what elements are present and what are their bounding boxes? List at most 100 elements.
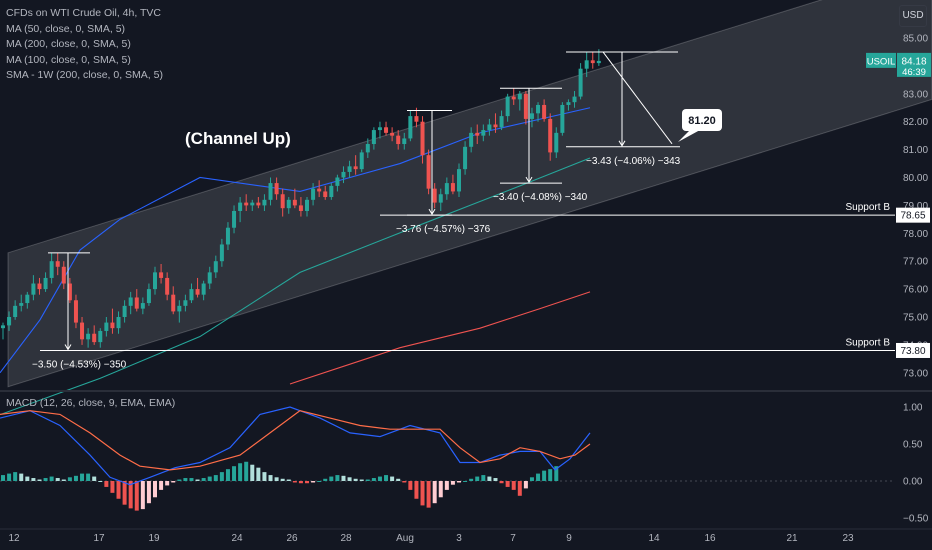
macd-tick-label: 0.50: [903, 440, 923, 451]
candle: [353, 166, 358, 170]
candle: [225, 227, 230, 245]
macd-histogram-bar: [232, 466, 237, 481]
candle: [420, 121, 425, 156]
candle: [505, 96, 510, 117]
candle: [98, 330, 103, 343]
candle: [19, 303, 24, 306]
ma100-line: [0, 157, 591, 416]
macd-histogram-bar: [487, 476, 492, 481]
macd-histogram-bar: [463, 481, 468, 482]
macd-line: [0, 406, 591, 486]
macd-histogram-bar: [542, 470, 547, 481]
candle: [292, 199, 297, 206]
currency-button[interactable]: USD: [899, 5, 927, 27]
candle: [122, 305, 127, 317]
measure-arrowhead: [525, 176, 533, 184]
candle: [438, 194, 443, 203]
macd-histogram-bar: [238, 463, 243, 481]
macd-histogram-bar: [499, 481, 504, 484]
macd-histogram-bar: [165, 481, 170, 486]
macd-histogram-bar: [286, 479, 291, 481]
candle: [80, 322, 85, 340]
candle: [457, 169, 461, 192]
candle: [578, 68, 583, 97]
candle: [572, 96, 577, 103]
price-tick-label: 75.00: [903, 313, 928, 324]
macd-title[interactable]: MACD (12, 26, close, 9, EMA, EMA): [6, 397, 176, 409]
candle: [311, 188, 316, 200]
candle: [329, 185, 334, 198]
candle: [396, 135, 401, 145]
macd-histogram-bar: [25, 476, 30, 481]
time-tick-label: 3: [456, 533, 462, 544]
macd-histogram-bar: [335, 475, 340, 481]
macd-histogram-bar: [153, 481, 157, 498]
macd-histogram-bar: [359, 479, 364, 481]
candle: [25, 294, 30, 304]
indicator-ma50[interactable]: MA (50, close, 0, SMA, 5): [6, 22, 126, 35]
macd-histogram-bar: [7, 473, 12, 481]
target-callout-pointer: [678, 130, 700, 142]
macd-histogram-bar: [256, 467, 261, 481]
support-price-tag: [896, 207, 930, 223]
macd-histogram-bar: [98, 481, 103, 482]
candle: [110, 322, 115, 329]
time-tick-label: 24: [231, 533, 243, 544]
chart-title[interactable]: CFDs on WTI Crude Oil, 4h, TVC: [6, 7, 162, 19]
macd-histogram-bar: [402, 481, 407, 483]
candle: [134, 297, 139, 309]
candle: [536, 104, 541, 114]
candle: [469, 132, 474, 147]
macd-histogram-bar: [280, 478, 285, 481]
macd-histogram-bar: [201, 478, 206, 481]
macd-histogram-bar: [73, 475, 78, 481]
macd-histogram-bar: [329, 476, 334, 481]
macd-histogram-bar: [450, 481, 455, 485]
candle: [584, 60, 589, 69]
macd-histogram-bar: [341, 475, 346, 481]
candle: [268, 183, 273, 200]
last-price-tag: [897, 52, 931, 77]
candle: [450, 183, 455, 192]
candle: [408, 116, 413, 139]
macd-histogram-bar: [517, 481, 522, 496]
measure-arrowhead: [428, 208, 436, 216]
indicator-sma-weekly[interactable]: SMA - 1W (200, close, 0, SMA, 5): [6, 69, 163, 81]
macd-histogram-bar: [305, 481, 309, 484]
macd-histogram-bar: [250, 464, 255, 481]
indicator-legend: CFDs on WTI Crude Oil, 4h, TVC MA (50, c…: [6, 6, 163, 84]
candle: [274, 183, 279, 195]
indicator-ma100[interactable]: MA (100, close, 0, SMA, 5): [6, 53, 131, 66]
candle: [250, 202, 255, 206]
ma50-line: [0, 107, 591, 374]
price-tick-label: 73.00: [903, 368, 928, 379]
candle: [146, 289, 151, 304]
indicator-ma200[interactable]: MA (200, close, 0, SMA, 5): [6, 38, 131, 50]
candle: [590, 60, 595, 64]
candle: [426, 155, 431, 189]
candle: [444, 183, 449, 195]
candle: [517, 93, 522, 100]
macd-histogram-bar: [80, 473, 85, 481]
time-tick-label: 28: [340, 533, 352, 544]
macd-histogram-bar: [377, 476, 382, 481]
macd-histogram-bar: [317, 481, 322, 482]
candle: [487, 124, 492, 131]
macd-histogram-bar: [177, 479, 182, 481]
candle: [493, 124, 498, 128]
time-tick-label: 21: [786, 533, 798, 544]
candle: [529, 113, 534, 119]
price-tick-label: 85.00: [903, 34, 928, 45]
macd-histogram-bar: [207, 476, 212, 481]
support-label: Support B: [846, 337, 891, 348]
signal-line: [0, 410, 591, 471]
macd-histogram-bar: [371, 478, 376, 481]
candle: [13, 305, 18, 317]
projection-line: [602, 51, 673, 145]
candle: [171, 294, 176, 312]
candle: [511, 96, 516, 100]
candle: [335, 177, 340, 186]
candle: [390, 132, 395, 136]
macd-histogram-bar: [457, 481, 461, 483]
